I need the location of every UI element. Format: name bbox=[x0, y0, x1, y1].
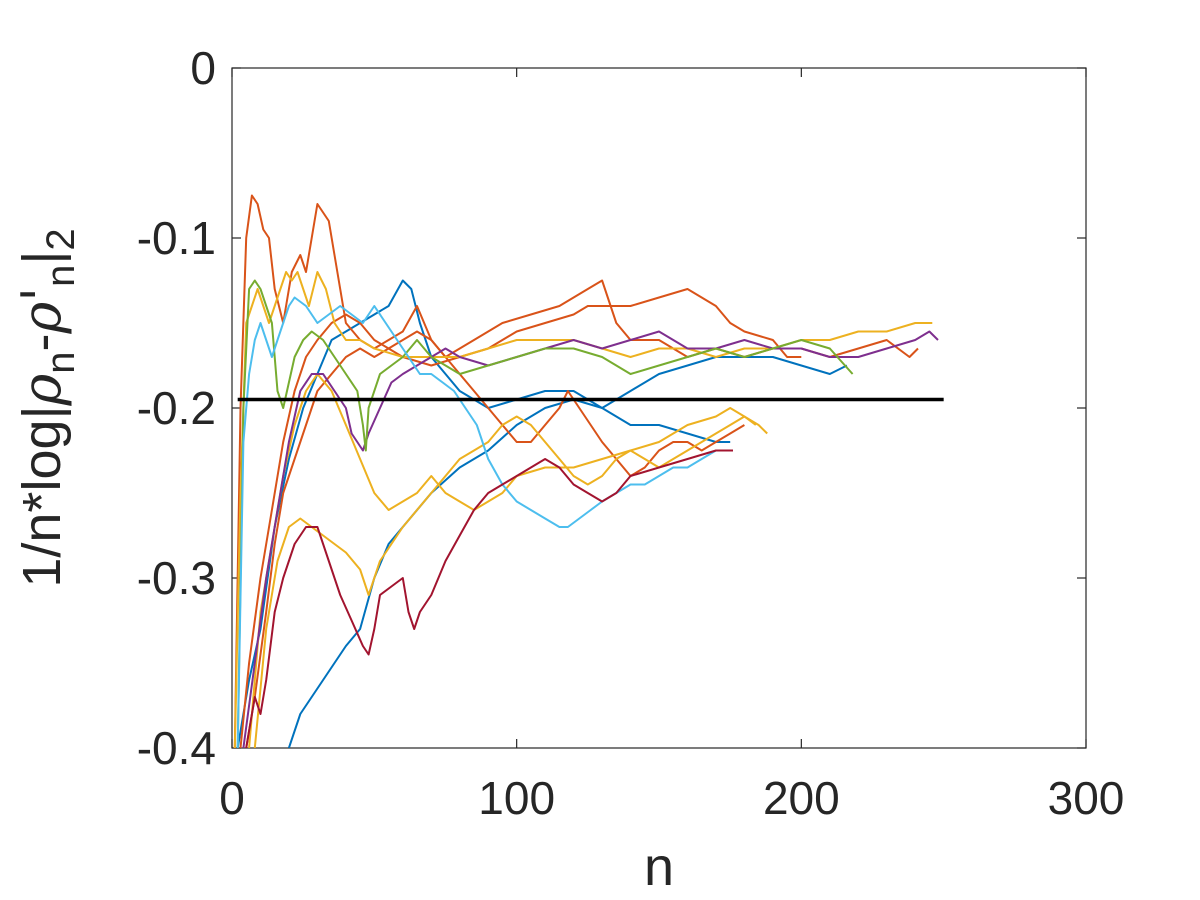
series-line-1 bbox=[236, 279, 848, 748]
plot-area bbox=[231, 67, 1087, 749]
y-tick-label: 0 bbox=[190, 42, 216, 94]
series-line-12 bbox=[245, 449, 733, 748]
series-line-9 bbox=[242, 330, 939, 748]
y-axis-label-rho: ρ bbox=[10, 373, 73, 406]
axis-ticks bbox=[231, 67, 1087, 749]
series-line-11 bbox=[236, 296, 731, 748]
y-tick-label: -0.3 bbox=[137, 552, 216, 604]
x-axis-label: n bbox=[644, 837, 674, 897]
axis-tick-labels: 0 100 200 300 -0.4 -0.3 -0.2 -0.1 0 bbox=[137, 42, 1125, 824]
series-line-4 bbox=[245, 330, 745, 748]
y-tick-label: -0.4 bbox=[137, 722, 216, 774]
series-line-6 bbox=[233, 271, 933, 748]
x-tick-label: 0 bbox=[219, 772, 245, 824]
y-axis-label-sub-2: 2 bbox=[39, 228, 83, 250]
x-tick-label: 100 bbox=[478, 772, 555, 824]
y-axis-label-sub-n: n bbox=[39, 351, 83, 373]
x-tick-label: 300 bbox=[1048, 772, 1125, 824]
y-axis-label-main: 1/n*log| bbox=[12, 405, 72, 587]
series-group bbox=[233, 194, 939, 748]
y-axis-label-rho-prime: ρ' bbox=[10, 287, 73, 335]
y-axis-label-sub-n-prime: n bbox=[39, 265, 83, 287]
series-line-8 bbox=[248, 373, 757, 748]
series-line-2 bbox=[287, 398, 731, 748]
y-axis-label-minus: - bbox=[12, 333, 72, 351]
series-line-7 bbox=[253, 415, 768, 748]
y-tick-label: -0.1 bbox=[137, 212, 216, 264]
series-line-10 bbox=[236, 279, 854, 748]
y-axis-label: 1/n*log|ρn-ρ'n|2 bbox=[10, 228, 83, 587]
y-axis-label-bar: | bbox=[12, 251, 72, 265]
y-tick-label: -0.2 bbox=[137, 382, 216, 434]
x-tick-label: 200 bbox=[763, 772, 840, 824]
